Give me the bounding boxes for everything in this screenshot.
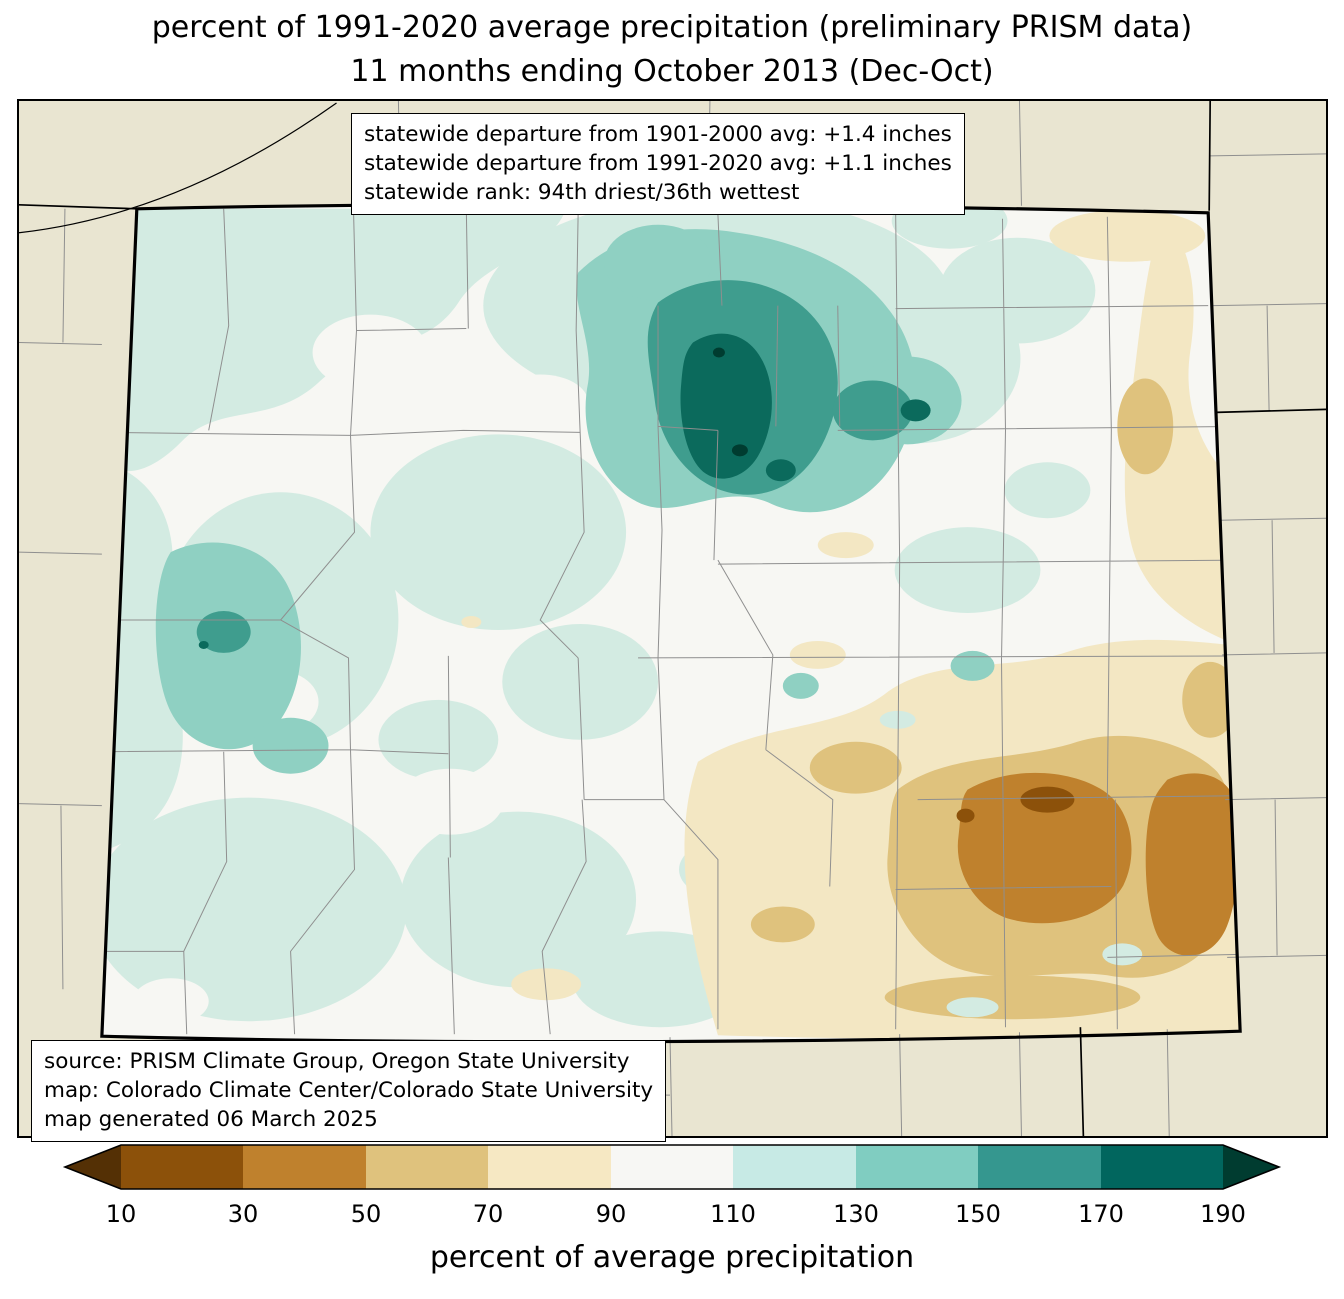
- colorbar-segment: [1101, 1145, 1223, 1189]
- colorbar-segment: [121, 1145, 243, 1189]
- stats-line-departure-1991: statewide departure from 1991-2020 avg: …: [364, 150, 952, 176]
- colorbar-tick-label: 190: [1200, 1200, 1246, 1228]
- colorbar-segment: [366, 1145, 488, 1189]
- precip-region-dark-brown: [956, 786, 1075, 823]
- colorbar-outline: [62, 1144, 1282, 1190]
- precip-specks-pale-teal: [879, 710, 1143, 1018]
- precip-region-brown: [957, 772, 1240, 956]
- colorbar-segment: [243, 1145, 366, 1189]
- generated-date-line: map generated 06 March 2025: [44, 1106, 378, 1132]
- map-frame: statewide departure from 1901-2000 avg: …: [17, 99, 1328, 1143]
- county-boundaries: [101, 208, 1241, 1035]
- colorbar-tick-label: 10: [105, 1200, 137, 1228]
- colorbar-segment: [611, 1145, 733, 1189]
- colorbar-tick-label: 70: [472, 1200, 504, 1228]
- colorbar-segment: [856, 1145, 978, 1189]
- map-title-line1: percent of 1991-2020 average precipitati…: [151, 10, 1193, 45]
- state-interior: [101, 204, 1241, 1042]
- projection-neatline: [19, 102, 337, 234]
- colorado-precipitation-map: [19, 101, 1326, 1136]
- colorbar-segment: [978, 1145, 1101, 1189]
- colorbar-arrow-low: [65, 1145, 121, 1189]
- colorbar-tick-label: 90: [595, 1200, 627, 1228]
- stats-line-rank: statewide rank: 94th driest/36th wettest: [364, 179, 800, 205]
- colorbar-axis-label: percent of average precipitation: [429, 1240, 915, 1275]
- precip-region-pale-teal: [101, 204, 1096, 1028]
- colorbar-tick-label: 50: [350, 1200, 382, 1228]
- colorbar-tick-label: 130: [833, 1200, 879, 1228]
- source-credit-box: source: PRISM Climate Group, Oregon Stat…: [31, 1040, 667, 1143]
- map-credit-line: map: Colorado Climate Center/Colorado St…: [44, 1077, 654, 1103]
- colorbar: [17, 1142, 1327, 1194]
- colorbar-tick-label: 150: [955, 1200, 1001, 1228]
- colorbar-segment: [488, 1145, 611, 1189]
- colorbar-segment: [733, 1145, 856, 1189]
- stats-line-departure-1901: statewide departure from 1901-2000 avg: …: [364, 122, 952, 147]
- neighbor-state-borders: [19, 101, 1326, 1136]
- source-line: source: PRISM Climate Group, Oregon Stat…: [44, 1049, 630, 1074]
- colorbar-tick-label: 170: [1078, 1200, 1124, 1228]
- colorbar-svg: [62, 1144, 1282, 1190]
- colorbar-arrow-high: [1223, 1145, 1279, 1189]
- colorbar-tick-label: 30: [227, 1200, 259, 1228]
- map-title-line2: 11 months ending October 2013 (Dec-Oct): [350, 54, 994, 89]
- precip-region-darkest-teal: [712, 347, 748, 457]
- colorbar-tick-label: 110: [710, 1200, 756, 1228]
- precip-region-dark-teal: [198, 333, 931, 649]
- colorbar-ticks: 10 30 50 70 90 110 130 150 170 190: [0, 1200, 1344, 1232]
- statewide-stats-box: statewide departure from 1901-2000 avg: …: [351, 113, 965, 216]
